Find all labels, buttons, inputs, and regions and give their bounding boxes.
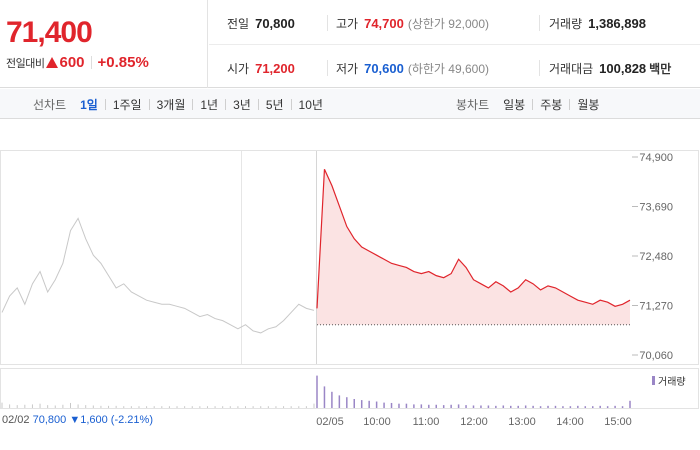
tab-3y[interactable]: 3년 (233, 97, 251, 112)
change-row: 전일대비 600 +0.85% (6, 54, 149, 71)
price-chart[interactable]: 74,900 73,690 72,480 71,270 70,060 02/05 10:00… (0, 120, 700, 450)
tab-daily[interactable]: 일봉 (503, 97, 526, 112)
stats-grid: 전일 70,800 고가 74,700 (상한가 92,000) 거래량 1,3… (209, 0, 700, 88)
candle-chart-tabs: 봉차트 일봉 주봉 월봉 (456, 89, 603, 119)
prev-date: 02/02 (2, 414, 30, 426)
chart-tabbar: 선차트 1일 1주일 3개월 1년 3년 5년 10년 봉차트 일봉 주봉 월봉 (0, 89, 700, 119)
x-tick-label: 13:00 (508, 416, 536, 428)
x-tick-label: 02/05 (316, 416, 344, 428)
tab-1y[interactable]: 1년 (200, 97, 219, 112)
change-value: 600 (59, 54, 85, 71)
y-tick-label: 72,480 (639, 251, 673, 263)
volume-swatch (652, 376, 655, 385)
stat-label: 거래량 (549, 17, 583, 31)
y-tick-label: 70,060 (639, 350, 673, 362)
stat-unit: 백만 (649, 62, 672, 76)
stat-trade-value: 거래대금 100,828 백만 (549, 60, 671, 77)
divider (225, 98, 227, 110)
y-tick-label: 74,900 (639, 152, 673, 164)
stat-label: 저가 (336, 62, 359, 76)
x-tick-label: 11:00 (413, 416, 440, 428)
stat-value: 1,386,898 (588, 16, 646, 31)
divider (327, 15, 328, 31)
divider (104, 98, 106, 110)
upper-limit: (상한가 92,000) (407, 17, 490, 31)
divider (327, 60, 328, 76)
stat-label: 시가 (227, 62, 250, 76)
line-chart-label: 선차트 (33, 97, 67, 112)
prev-day-line (1, 217, 315, 334)
prev-day-summary: 02/02 70,800 ▼1,600 (-2.21%) (2, 414, 153, 426)
divider (257, 98, 259, 110)
x-tick-label: 15:00 (604, 416, 632, 428)
volume-legend: 거래량 (652, 373, 686, 388)
change-percent: +0.85% (97, 54, 149, 71)
y-tick-label: 71,270 (639, 301, 673, 313)
price-box: 71,400 전일대비 600 +0.85% (0, 0, 208, 88)
stat-volume: 거래량 1,386,898 (549, 15, 646, 32)
stat-open: 시가 71,200 (227, 60, 295, 77)
stat-label: 고가 (336, 17, 359, 31)
current-price: 71,400 (6, 16, 93, 49)
today-price-line (316, 169, 631, 309)
divider (148, 98, 150, 110)
divider (290, 98, 292, 110)
tab-monthly[interactable]: 월봉 (577, 97, 600, 112)
change-label: 전일대비 (6, 57, 45, 70)
plot-frame (0, 150, 699, 365)
today-area (317, 169, 630, 325)
tab-1d[interactable]: 1일 (80, 97, 98, 112)
stat-value: 71,200 (255, 61, 295, 76)
divider (192, 98, 194, 110)
divider (532, 98, 534, 110)
x-tick-label: 14:00 (556, 416, 584, 428)
tab-10y[interactable]: 10년 (298, 97, 323, 112)
divider (539, 15, 540, 31)
divider (209, 44, 700, 45)
tab-5y[interactable]: 5년 (265, 97, 284, 112)
line-chart-tabs: 선차트 1일 1주일 3개월 1년 3년 5년 10년 (33, 89, 327, 119)
volume-frame (0, 368, 699, 409)
quote-header: 71,400 전일대비 600 +0.85% 전일 70,800 고가 74,7… (0, 0, 700, 88)
chart-canvas: 74,900 73,690 72,480 71,270 70,060 02/05 10:00… (0, 150, 699, 428)
y-tick-label: 73,690 (639, 202, 673, 214)
prev-pct: (-2.21%) (110, 414, 153, 426)
volume-legend-label: 거래량 (658, 377, 686, 388)
stat-value: 74,700 (364, 16, 404, 31)
divider (90, 56, 92, 69)
stat-label: 거래대금 (549, 62, 594, 76)
x-tick-label: 10:00 (363, 416, 391, 428)
divider (539, 60, 540, 76)
divider (569, 98, 571, 110)
stat-low: 저가 70,600 (하한가 49,600) (336, 60, 489, 77)
stat-high: 고가 74,700 (상한가 92,000) (336, 15, 489, 32)
stat-prev-close: 전일 70,800 (227, 15, 295, 32)
stat-value: 70,600 (364, 61, 404, 76)
stat-label: 전일 (227, 17, 250, 31)
stat-value: 70,800 (255, 16, 295, 31)
prev-price: 70,800 (32, 414, 67, 426)
stat-value: 100,828 (599, 61, 647, 76)
tab-1w[interactable]: 1주일 (112, 97, 142, 112)
tab-3m[interactable]: 3개월 (156, 97, 186, 112)
x-tick-label: 12:00 (460, 416, 488, 428)
prev-change: ▼1,600 (69, 414, 108, 426)
tab-weekly[interactable]: 주봉 (540, 97, 563, 112)
lower-limit: (하한가 49,600) (407, 62, 490, 76)
up-triangle-icon (46, 57, 59, 68)
candle-chart-label: 봉차트 (456, 97, 490, 112)
